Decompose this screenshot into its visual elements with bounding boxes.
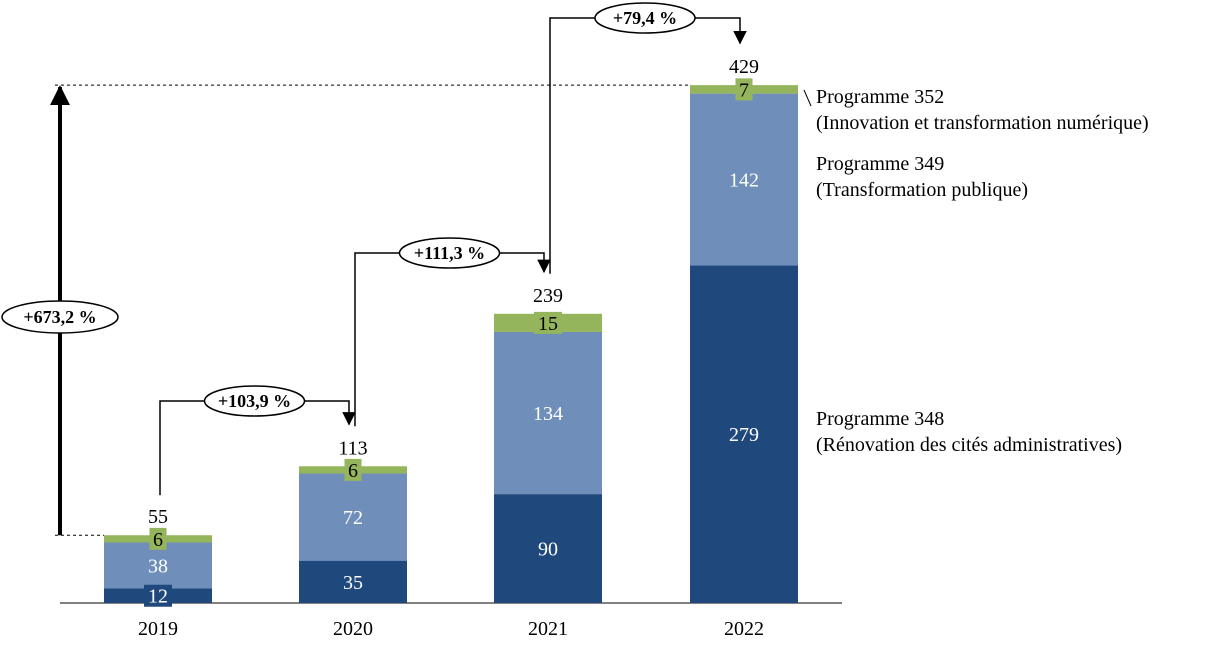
overall-growth-label: +673,2 % [23,307,96,327]
legend-layer: Programme 348 (Rénovation des cités admin… [803,86,1149,456]
overall-growth-badge [1,300,119,334]
bar-segment-year-2020-series-1 [299,560,407,603]
category-label-year-2020: 2020 [333,618,373,640]
segment-label-box-year-2022-series-3 [735,78,753,101]
category-label-year-2021: 2021 [528,618,568,640]
segment-label-year-2021-series-1: 90 [538,539,558,561]
growth-badge-2020-2021 [398,237,501,269]
growth-badge-2019-2020 [203,385,306,417]
segment-label-year-2019-series-2: 38 [148,555,168,577]
legend-entry-series-3-line-1: Programme 352 [816,86,944,108]
legend-entry-series-3-line-2: (Innovation et transformation numérique) [816,112,1149,134]
total-label-year-2020: 113 [338,437,367,459]
bars-layer [60,85,842,604]
growth-layer: +103,9 % +111,3 % +79,4 % +673,2 % [1,2,747,536]
bar-segment-year-2020-series-2 [299,473,407,561]
labels-layer: 1238655201935726113202090134152392021279… [138,56,764,640]
segment-label-year-2022-series-2: 142 [729,170,759,192]
bar-segment-year-2021-series-1 [494,494,602,603]
segment-label-box-year-2020-series-3 [344,458,362,481]
legend-entry-series-1-line-1: Programme 348 [816,408,944,430]
bar-segment-year-2019-series-2 [104,542,212,589]
bar-segment-year-2021-series-2 [494,331,602,495]
legend-leader-line [803,89,812,107]
total-label-year-2019: 55 [148,506,168,528]
category-label-year-2022: 2022 [724,618,764,640]
growth-label-2019-2020: +103,9 % [218,391,291,411]
growth-label-2020-2021: +111,3 % [414,243,485,263]
segment-label-year-2022-series-1: 279 [729,424,759,446]
segment-label-year-2020-series-3: 6 [348,460,358,482]
total-label-year-2022: 429 [729,56,759,78]
segment-label-year-2022-series-3: 7 [739,79,749,101]
segment-label-year-2019-series-1: 12 [148,586,168,608]
segment-label-box-year-2019-series-1 [144,584,172,607]
legend-entry-series-2-line-1: Programme 349 [816,153,944,175]
legend-entry-series-1-line-2: (Rénovation des cités administratives) [816,434,1122,456]
growth-label-2021-2022: +79,4 % [613,8,677,28]
segment-label-year-2021-series-3: 15 [538,313,558,335]
segment-label-year-2020-series-1: 35 [343,572,363,594]
segment-label-box-year-2021-series-3 [534,311,562,334]
total-label-year-2021: 239 [533,285,563,307]
segment-label-year-2020-series-2: 72 [343,507,363,529]
category-label-year-2019: 2019 [138,618,178,640]
segment-label-year-2019-series-3: 6 [153,529,163,551]
legend-entry-series-2-line-2: (Transformation publique) [816,179,1028,201]
bar-segment-year-2022-series-2 [690,93,798,266]
segment-label-box-year-2019-series-3 [149,527,167,550]
segment-label-year-2021-series-2: 134 [533,403,563,425]
growth-badge-2021-2022 [594,2,696,34]
bar-segment-year-2022-series-1 [690,265,798,603]
